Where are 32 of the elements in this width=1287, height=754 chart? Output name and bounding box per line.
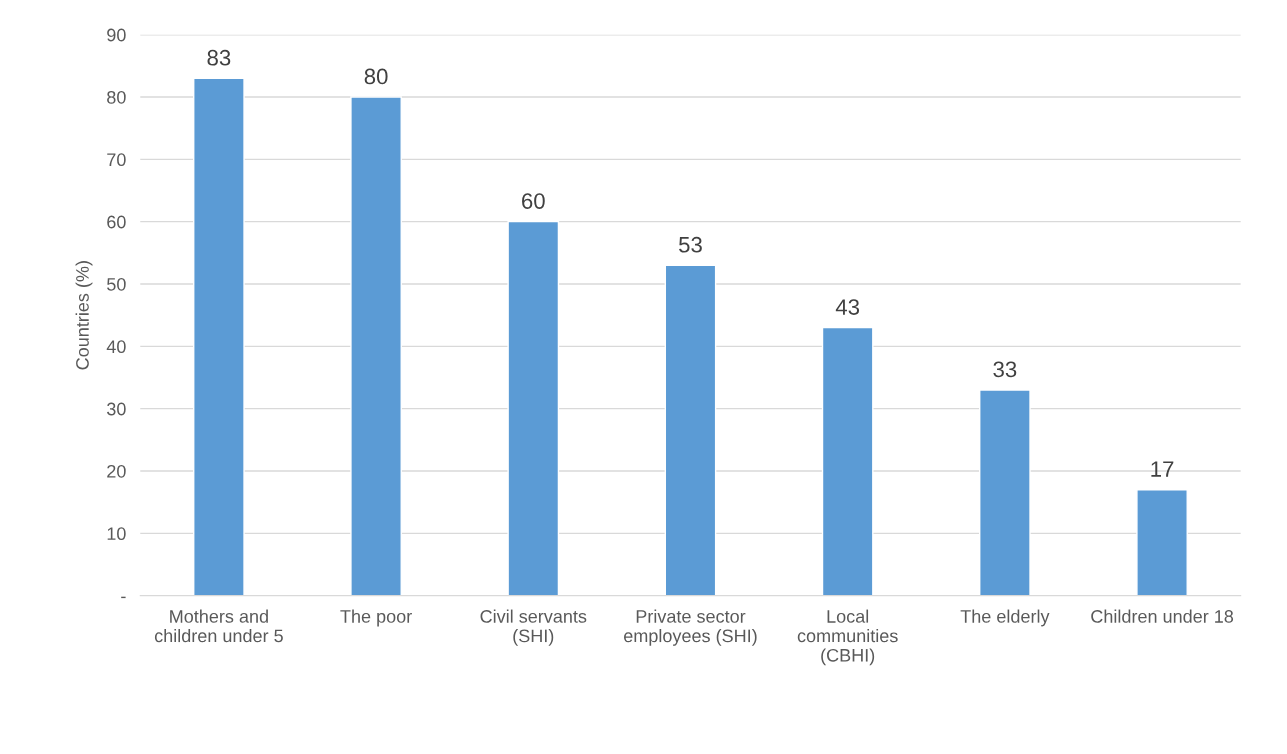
bar <box>193 77 245 596</box>
data-label: 60 <box>522 193 545 209</box>
bar <box>664 264 717 596</box>
x-tick-label: Private sector employees (SHI) <box>624 609 757 646</box>
y-tick-label: 70 <box>107 153 126 167</box>
y-tick-label: - <box>121 596 126 599</box>
x-tick-label: Civil servants (SHI) <box>480 609 587 646</box>
x-tick-label: Mothers and children under 5 <box>154 609 283 643</box>
y-tick-label: 30 <box>107 402 126 416</box>
bar <box>979 389 1031 596</box>
data-label: 33 <box>993 361 1017 378</box>
bar <box>821 326 874 596</box>
data-label: 80 <box>364 68 388 85</box>
data-label: 53 <box>679 236 702 253</box>
data-label: 43 <box>835 299 860 315</box>
bar <box>350 96 402 596</box>
y-tick-label: 90 <box>107 28 126 42</box>
y-tick-label: 20 <box>107 464 126 478</box>
y-tick-label: 40 <box>106 340 126 354</box>
y-tick-label: 50 <box>107 277 126 291</box>
x-tick-label: Children under 18 <box>1091 609 1234 623</box>
bar <box>507 220 560 596</box>
data-label: 83 <box>207 49 231 66</box>
x-tick-label: The elderly <box>960 609 1050 627</box>
data-label: 17 <box>1151 461 1174 477</box>
x-tick-label: The poor <box>340 609 412 627</box>
bar <box>1136 489 1188 596</box>
y-tick-label: 60 <box>107 215 126 229</box>
y-axis-title: Countries (%) <box>75 261 93 370</box>
x-tick-label: Local communities (CBHI) <box>797 609 898 666</box>
y-tick-label: 80 <box>107 90 126 104</box>
y-tick-label: 10 <box>107 527 126 541</box>
